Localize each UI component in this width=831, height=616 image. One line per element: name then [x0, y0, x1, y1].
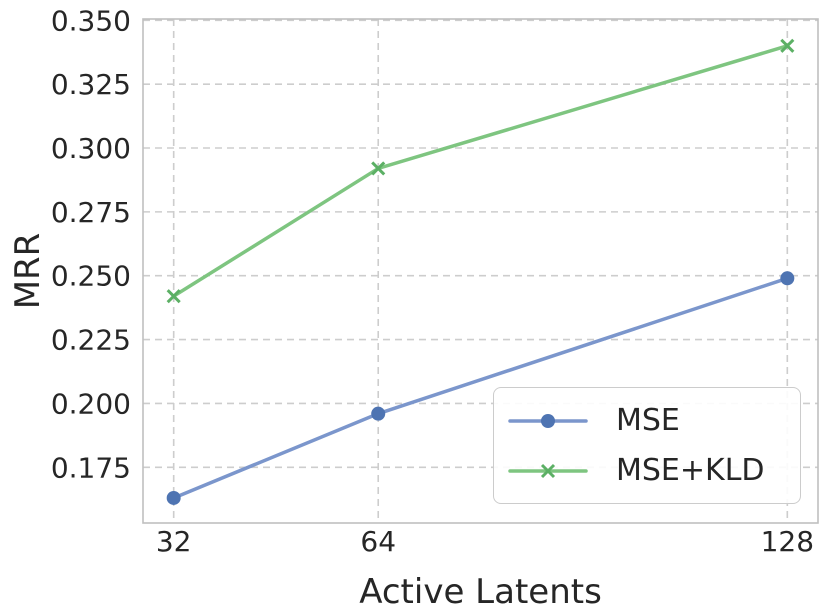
- axes-spines: [142, 18, 819, 524]
- y-tick-label: 0.300: [51, 132, 131, 165]
- y-tick-label: 0.175: [51, 451, 131, 484]
- x-tick-label: 32: [156, 525, 192, 558]
- legend-entry: MSE: [504, 396, 790, 446]
- legend-entry: MSE+KLD: [504, 446, 790, 496]
- data-point-marker: [371, 161, 386, 176]
- data-point-marker: [780, 271, 795, 286]
- x-tick-label: 128: [761, 525, 814, 558]
- legend-swatch-x-icon: [508, 463, 588, 478]
- y-tick-label: 0.325: [51, 68, 131, 101]
- legend-swatch-circle-icon: [508, 413, 588, 428]
- y-tick-label: 0.200: [51, 387, 131, 420]
- y-axis-label: MRR: [8, 232, 48, 310]
- x-tick-label: 64: [360, 525, 396, 558]
- data-point-marker: [780, 38, 795, 53]
- x-axis-label: Active Latents: [359, 572, 602, 612]
- data-point-marker: [371, 406, 386, 421]
- y-tick-label: 0.250: [51, 260, 131, 293]
- y-tick-label: 0.225: [51, 324, 131, 357]
- y-tick-label: 0.275: [51, 196, 131, 229]
- legend: MSE MSE+KLD: [493, 387, 801, 504]
- data-point-marker: [166, 289, 181, 304]
- legend-label: MSE+KLD: [616, 453, 765, 488]
- data-point-marker: [166, 490, 181, 505]
- y-tick-label: 0.350: [51, 4, 131, 37]
- legend-label: MSE: [616, 403, 680, 438]
